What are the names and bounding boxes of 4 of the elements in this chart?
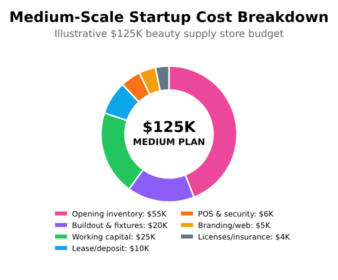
text: $125K — [142, 118, 198, 136]
chart-title: Medium-Scale Startup Cost Breakdown — [9, 10, 329, 26]
chart-subtitle: Illustrative $125K beauty supply store budget — [54, 29, 284, 40]
text: MEDIUM PLAN — [132, 138, 206, 148]
